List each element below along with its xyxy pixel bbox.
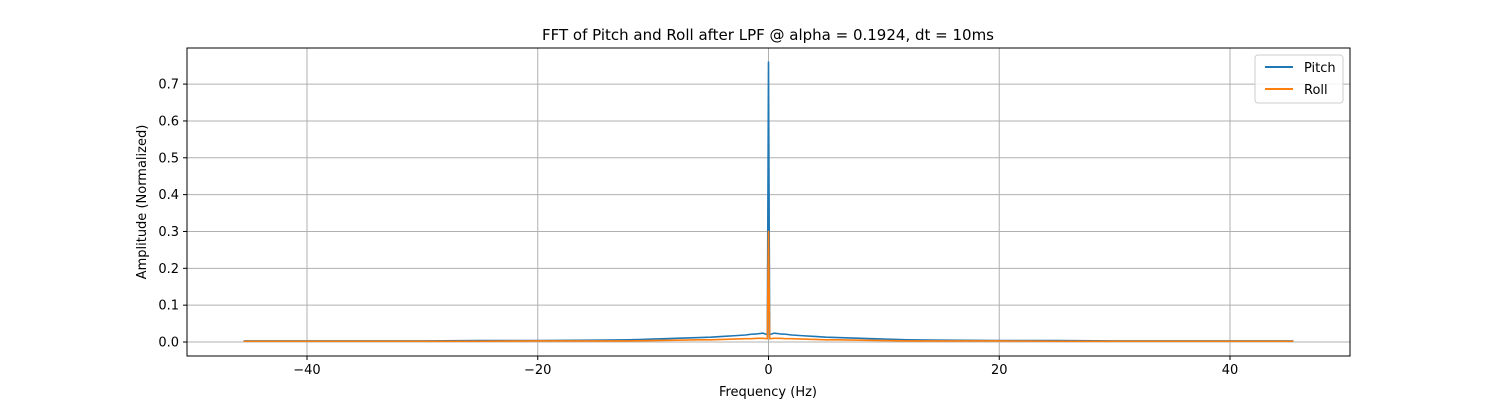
series-layer [243, 61, 1294, 343]
x-tick-label: −40 [293, 363, 320, 378]
x-ticks: −40 −20 0 20 40 [293, 356, 1238, 378]
x-tick-label: −20 [524, 363, 551, 378]
y-tick-label: 0.4 [158, 188, 179, 203]
legend: Pitch Roll [1254, 54, 1344, 104]
y-tick-label: 0.6 [158, 114, 179, 129]
y-axis-label: Amplitude (Normalized) [135, 125, 150, 280]
x-tick-label: 40 [1222, 363, 1239, 378]
x-axis-label: Frequency (Hz) [719, 385, 817, 400]
y-tick-label: 0.3 [158, 225, 179, 240]
y-tick-label: 0.2 [158, 262, 179, 277]
x-tick-label: 0 [764, 363, 772, 378]
y-tick-label: 0.1 [158, 299, 179, 314]
y-tick-label: 0.7 [158, 78, 179, 93]
y-tick-label: 0.0 [158, 336, 179, 351]
chart-title: FFT of Pitch and Roll after LPF @ alpha … [542, 26, 994, 44]
series-line-pitch [243, 61, 1294, 342]
x-tick-label: 20 [991, 363, 1008, 378]
y-tick-label: 0.5 [158, 151, 179, 166]
legend-roll-label: Roll [1304, 83, 1328, 98]
y-ticks: 0.0 0.1 0.2 0.3 0.4 0.5 0.6 0.7 [158, 78, 187, 351]
series-line-roll [243, 230, 1294, 343]
legend-pitch-label: Pitch [1304, 61, 1336, 76]
